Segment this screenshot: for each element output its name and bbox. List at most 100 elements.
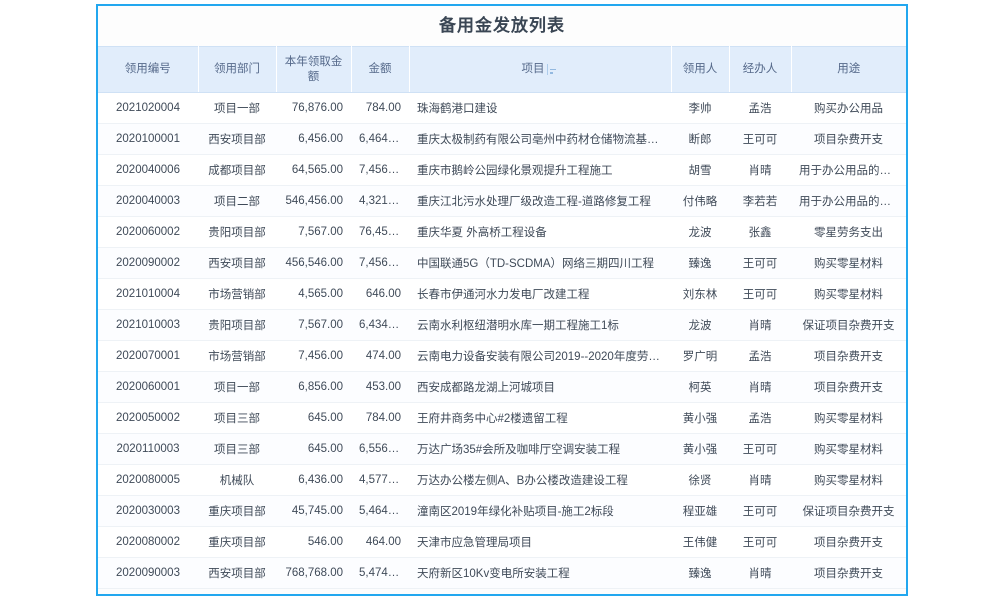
cell-no[interactable]: 2020110003 [98,433,198,465]
cell-proj[interactable]: 重庆江北污水处理厂级改造工程-道路修复工程 [409,185,671,217]
table-header-row: 领用编号 领用部门 本年领取金额 金额 项目 [98,46,906,93]
cell-handler: 肖晴 [729,309,791,341]
table-row[interactable]: 2020070001 市场营销部 7,456.00 474.00 云南电力设备安装有限公… [98,340,906,372]
cell-handler: 肖晴 [729,154,791,186]
cell-year: 6,436.00 [276,464,351,496]
cell-proj[interactable]: 西安成都路龙湖上河城项目 [409,371,671,403]
table-row[interactable]: 2020060001 项目一部 6,856.00 453.00 西安成都路龙湖上河城项目… [98,371,906,403]
cell-proj[interactable]: 万达办公楼左侧A、B办公楼改造建设工程 [409,464,671,496]
table-row[interactable]: 2020040006 成都项目部 64,565.00 7,456.00 重庆市鹅岭公园绿… [98,154,906,186]
cell-use: 保证项目杂费开支 [791,495,906,527]
cell-no[interactable]: 2020060001 [98,371,198,403]
cell-no[interactable]: 2020080002 [98,526,198,558]
table-row[interactable]: 2020100001 西安项目部 6,456.00 6,464.00 重庆太极制药有限公… [98,123,906,155]
cell-amt: 784.00 [351,92,409,124]
cell-use: 零星劳务支出 [791,216,906,248]
cell-no[interactable]: 2020050002 [98,402,198,434]
table-row[interactable]: 2020090003 西安项目部 768,768.00 5,474.00 天府新区10K… [98,557,906,589]
cell-dept: 重庆项目部 [198,495,276,527]
cell-year: 6,856.00 [276,371,351,403]
cell-no[interactable]: 2021020004 [98,92,198,124]
cell-amt: 6,464.00 [351,123,409,155]
cell-user: 断郎 [671,123,729,155]
cell-dept: 重庆项目部 [198,526,276,558]
column-header-amount[interactable]: 金额 [351,46,410,93]
cell-handler: 肖晴 [729,557,791,589]
cell-proj[interactable]: 长春市伊通河水力发电厂改建工程 [409,278,671,310]
cell-amt: 76,457… [351,216,409,248]
cell-no[interactable]: 2020090002 [98,247,198,279]
cell-handler: 肖晴 [729,371,791,403]
cell-proj[interactable]: 云南电力设备安装有限公司2019--2020年度劳… [409,340,671,372]
cell-dept: 项目一部 [198,92,276,124]
cell-proj[interactable]: 重庆市鹅岭公园绿化景观提升工程施工 [409,154,671,186]
cell-no[interactable]: 2021010003 [98,309,198,341]
table-row[interactable]: 2020080005 机械队 6,436.00 4,577.00 万达办公楼左侧A、B办… [98,464,906,496]
cell-handler: 孟浩 [729,92,791,124]
cell-dept: 贵阳项目部 [198,216,276,248]
cell-dept: 贵阳项目部 [198,309,276,341]
cell-handler: 张鑫 [729,216,791,248]
table-row[interactable]: 2020050002 项目三部 645.00 784.00 王府井商务中心#2楼遗留工程… [98,402,906,434]
cell-proj[interactable]: 天府新区10Kv变电所安装工程 [409,557,671,589]
column-header-dept[interactable]: 领用部门 [198,46,277,93]
cell-use: 用于办公用品的购买 [791,154,906,186]
cell-no[interactable]: 2020080005 [98,464,198,496]
cell-user: 黄小强 [671,402,729,434]
cell-amt: 6,434.00 [351,309,409,341]
cell-proj[interactable]: 潼南区2019年绿化补贴项目-施工2标段 [409,495,671,527]
table-row[interactable]: 2021010003 贵阳项目部 7,567.00 6,434.00 云南水利枢纽潜明水… [98,309,906,341]
cell-no[interactable]: 2020060002 [98,216,198,248]
cell-amt: 5,474.00 [351,557,409,589]
cell-no[interactable]: 2020040003 [98,185,198,217]
cell-use: 购买零星材料 [791,402,906,434]
cell-proj[interactable]: 中国联通5G（TD-SCDMA）网络三期四川工程 [409,247,671,279]
cell-year: 7,456.00 [276,340,351,372]
column-header-label: 金额 [368,63,392,75]
cell-dept: 成都项目部 [198,154,276,186]
cell-year: 546,456.00 [276,185,351,217]
cell-dept: 项目三部 [198,402,276,434]
cell-no[interactable]: 2020100001 [98,123,198,155]
column-header-year-amount[interactable]: 本年领取金额 [276,46,352,93]
table-row[interactable]: 2020030003 重庆项目部 45,745.00 5,464.00 潼南区2019年… [98,495,906,527]
cell-proj[interactable]: 重庆华夏 外高桥工程设备 [409,216,671,248]
column-header-no[interactable]: 领用编号 [98,46,199,93]
cell-use: 项目杂费开支 [791,371,906,403]
cell-amt: 4,577.00 [351,464,409,496]
cell-amt: 474.00 [351,340,409,372]
cell-amt: 646.00 [351,278,409,310]
cell-proj[interactable]: 云南水利枢纽潜明水库一期工程施工1标 [409,309,671,341]
column-header-handler[interactable]: 经办人 [729,46,792,93]
table-row[interactable]: 2020080002 重庆项目部 546.00 464.00 天津市应急管理局项目 王伟健… [98,526,906,558]
cell-no[interactable]: 2021010004 [98,278,198,310]
column-header-project[interactable]: 项目 [409,46,672,93]
column-header-label: 项目 [521,63,545,75]
cell-proj[interactable]: 万达广场35#会所及咖啡厅空调安装工程 [409,433,671,465]
cell-no[interactable]: 2020070001 [98,340,198,372]
cell-handler: 王可可 [729,433,791,465]
table-row[interactable]: 2020090002 西安项目部 456,546.00 7,456.00 中国联通5G（… [98,247,906,279]
cell-use: 用于办公用品的购买 [791,185,906,217]
table-row[interactable]: 2021010004 市场营销部 4,565.00 646.00 长春市伊通河水力发电厂… [98,278,906,310]
cell-proj[interactable]: 重庆太极制药有限公司亳州中药材仓储物流基… [409,123,671,155]
cell-user: 李帅 [671,92,729,124]
cell-no[interactable]: 2020090003 [98,557,198,589]
sort-filter-icon[interactable] [546,64,559,75]
cell-proj[interactable]: 王府井商务中心#2楼遗留工程 [409,402,671,434]
column-header-label: 用途 [837,63,861,75]
cell-no[interactable]: 2020040006 [98,154,198,186]
column-header-label: 本年领取金额 [284,55,343,83]
table-row[interactable]: 2020040003 项目二部 546,456.00 4,321.00 重庆江北污水处理… [98,185,906,217]
column-header-user[interactable]: 领用人 [671,46,730,93]
table-row[interactable]: 2020060002 贵阳项目部 7,567.00 76,457… 重庆华夏 外高桥工程… [98,216,906,248]
cell-proj[interactable]: 天津市应急管理局项目 [409,526,671,558]
cell-use: 购买办公用品 [791,92,906,124]
cell-no[interactable]: 2020030003 [98,495,198,527]
column-header-use[interactable]: 用途 [791,46,906,93]
cell-proj[interactable]: 珠海鹤港口建设 [409,92,671,124]
table-row[interactable]: 2021020004 项目一部 76,876.00 784.00 珠海鹤港口建设 李帅 孟浩… [98,92,906,124]
table-row[interactable]: 2020110003 项目三部 645.00 6,556.00 万达广场35#会所及咖啡… [98,433,906,465]
cell-use: 项目杂费开支 [791,123,906,155]
cell-use: 项目杂费开支 [791,526,906,558]
